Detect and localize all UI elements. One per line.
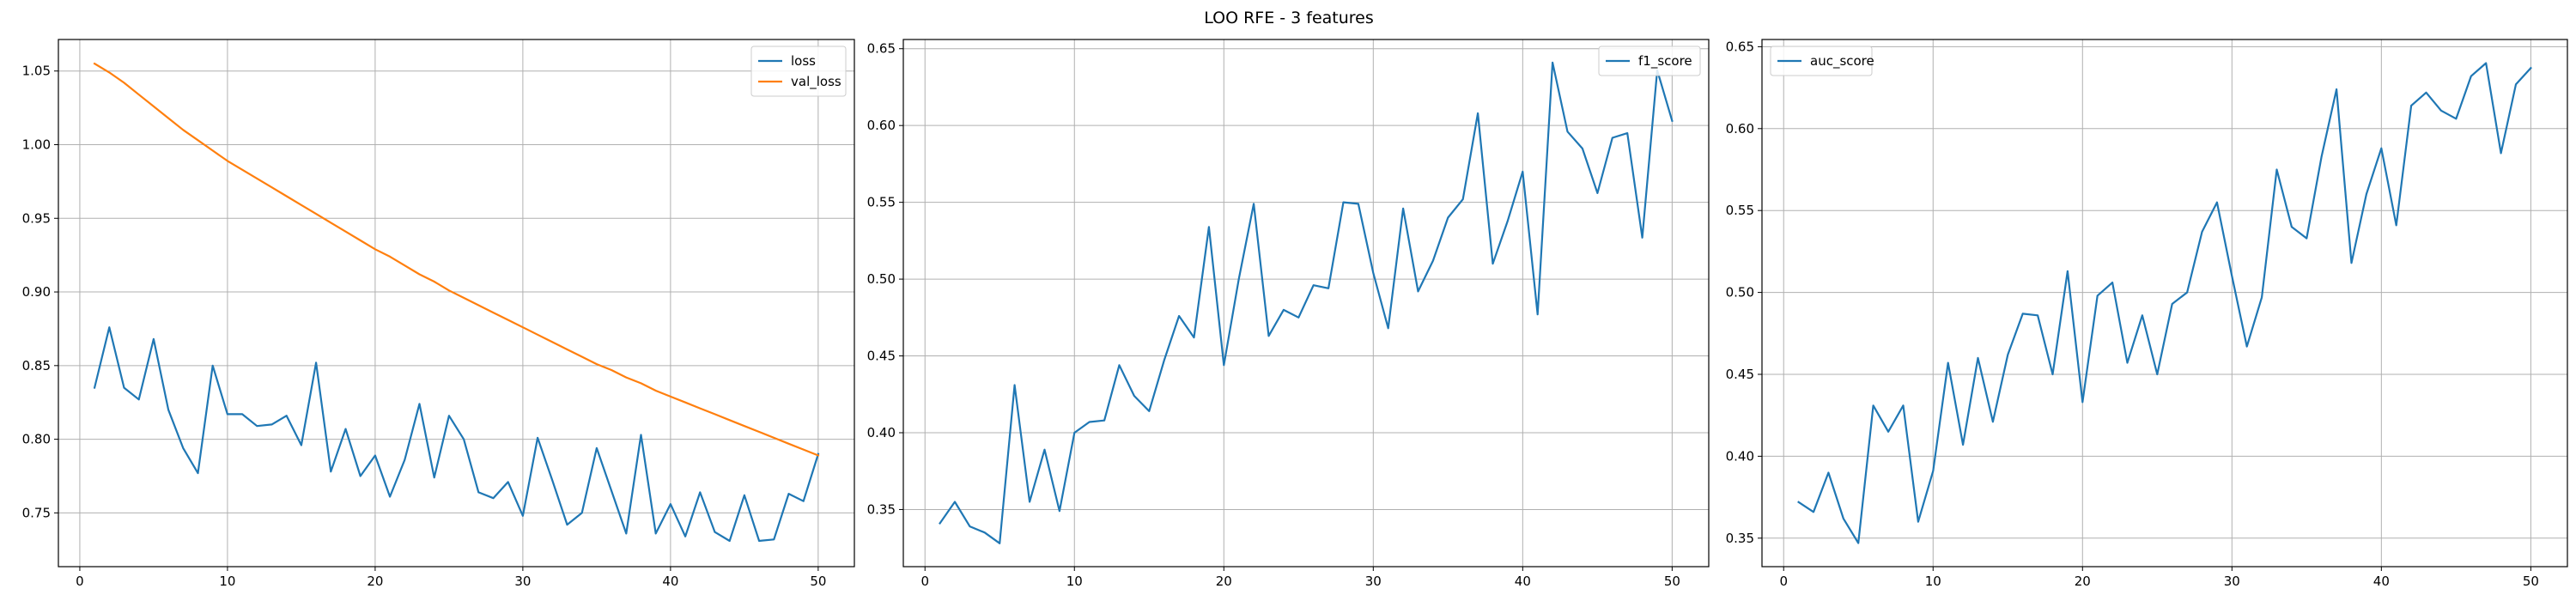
loss-x-tick-label-5: 50 [810,574,826,589]
auc-score-y-tick-label-5: 0.60 [1726,121,1754,137]
f1-score-legend-box [1598,46,1701,76]
auc-score-x-tick-label-2: 20 [2075,574,2091,589]
auc-score-x-tick-label-3: 30 [2224,574,2240,589]
f1-score-y-tick-label-1: 0.40 [867,425,896,440]
series-line-loss [93,326,820,543]
auc-score-legend: auc_score [1770,46,1874,76]
auc-score-y-tick-label-0: 0.35 [1726,531,1754,546]
series-line-auc_score [1797,62,2532,544]
auc-score-x-tick-label-0: 0 [1779,574,1788,589]
loss-y-tick-label-2: 0.85 [22,358,51,373]
legend-label-val_loss: val_loss [791,74,841,90]
auc-score-x-tick-label-4: 40 [2373,574,2390,589]
f1-score-y-tick-label-4: 0.55 [867,195,896,210]
series-line-f1_score [939,61,1674,544]
f1-score-y-tick-label-5: 0.60 [867,118,896,133]
loss-y-tick-label-1: 0.80 [22,432,51,447]
f1-score-x-tick-label-0: 0 [920,574,929,589]
loss-chart: 0 10 20 30 40 50 0.75 0.80 0.85 0.90 0.95 1.00 1.05 l… [22,39,855,589]
loss-x-tick-label-4: 40 [662,574,678,589]
loss-x-tick-label-3: 30 [514,574,531,589]
auc-score-y-tick-label-3: 0.50 [1726,285,1754,300]
auc-score-legend-box [1770,46,1873,76]
loss-legend-box [750,46,847,97]
auc-score-y-tick-label-2: 0.45 [1726,367,1754,382]
auc-score-x-tick-label-5: 50 [2523,574,2539,589]
loss-axes-frame [58,39,855,568]
loss-y-tick-label-4: 0.95 [22,210,51,226]
auc-score-y-tick-label-1: 0.40 [1726,448,1754,464]
loss-legend: loss val_loss [750,46,847,97]
auc-score-chart: 0 10 20 30 40 50 0.35 0.40 0.45 0.50 0.55 0.60 0.65 a… [1726,39,2568,589]
f1-score-x-tick-label-1: 10 [1066,574,1083,589]
legend-label-f1_score: f1_score [1638,53,1692,70]
f1-score-y-tick-label-3: 0.50 [867,271,896,287]
f1-score-y-tick-label-0: 0.35 [867,501,896,517]
f1-score-x-tick-label-3: 30 [1365,574,1382,589]
loss-y-tick-label-5: 1.00 [22,137,51,152]
loss-x-tick-label-0: 0 [76,574,84,589]
loss-x-tick-label-2: 20 [367,574,383,589]
f1-score-y-tick-label-2: 0.45 [867,349,896,364]
f1-score-x-tick-label-2: 20 [1216,574,1232,589]
f1-score-legend: f1_score [1598,46,1701,76]
loss-y-tick-label-0: 0.75 [22,505,51,520]
auc-score-y-tick-label-4: 0.55 [1726,203,1754,218]
auc-score-x-tick-label-1: 10 [1925,574,1941,589]
loss-x-tick-label-1: 10 [219,574,235,589]
auc-score-axes-frame [1761,39,2568,568]
f1-score-y-tick-label-6: 0.65 [867,41,896,57]
series-line-val_loss [93,62,820,457]
loss-y-tick-label-3: 0.90 [22,284,51,300]
f1-score-x-tick-label-5: 50 [1664,574,1680,589]
f1-score-axes-frame [902,39,1710,568]
figure-title: LOO RFE - 3 features [1204,9,1374,27]
legend-label-loss: loss [791,53,816,69]
f1-score-x-tick-label-4: 40 [1515,574,1531,589]
loss-y-tick-label-6: 1.05 [22,64,51,79]
f1-score-chart: 0 10 20 30 40 50 0.35 0.40 0.45 0.50 0.55 0.60 0.65 f… [867,39,1710,589]
auc-score-y-tick-label-6: 0.65 [1726,39,1754,54]
legend-label-auc_score: auc_score [1810,53,1874,70]
